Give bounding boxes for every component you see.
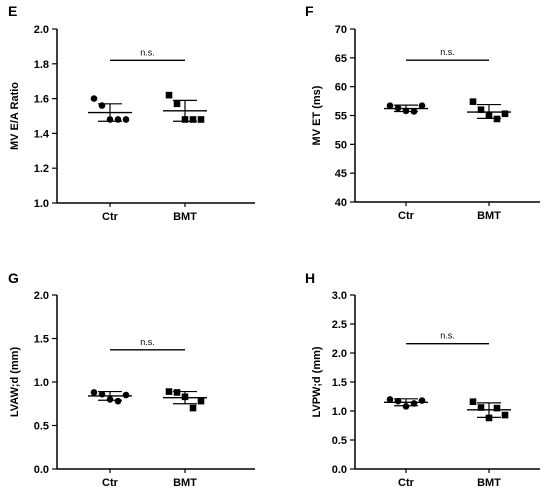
x-category-label: Ctr bbox=[398, 210, 415, 222]
x-category-label: BMT bbox=[173, 211, 197, 223]
data-point-ctr bbox=[386, 102, 394, 109]
panel-e: E 1.0 1.2 1.4 1.6 1.8 2.0 MV E/A Ratio Ctr BMT n.s… bbox=[8, 3, 255, 223]
y-tick-label: 2.0 bbox=[34, 24, 49, 36]
x-category-label: Ctr bbox=[102, 477, 119, 489]
data-point-bmt bbox=[501, 110, 509, 118]
y-axis-label: MV E/A Ratio bbox=[9, 82, 21, 150]
y-tick-label: 0.5 bbox=[34, 421, 49, 433]
data-point-ctr bbox=[90, 389, 98, 396]
x-category-label: Ctr bbox=[102, 211, 119, 223]
y-tick-label: 70 bbox=[335, 24, 347, 36]
data-point-ctr bbox=[114, 397, 122, 405]
y-tick-label: 1.6 bbox=[34, 94, 49, 106]
y-tick-label: 1.0 bbox=[34, 198, 49, 210]
data-point-ctr bbox=[386, 396, 394, 403]
data-point-ctr bbox=[122, 391, 130, 399]
y-tick-label: 45 bbox=[335, 168, 347, 180]
data-point-ctr bbox=[122, 116, 130, 123]
data-point-bmt bbox=[165, 388, 173, 395]
y-tick-label: 1.0 bbox=[34, 377, 49, 389]
data-point-bmt bbox=[469, 398, 477, 406]
y-axis-label: LVAW;d (mm) bbox=[9, 347, 21, 418]
x-category-label: BMT bbox=[477, 477, 501, 489]
data-point-bmt bbox=[173, 389, 181, 396]
significance-label: n.s. bbox=[440, 331, 455, 341]
data-point-bmt bbox=[165, 91, 173, 99]
panel-h: H 0.0 0.5 1.0 1.5 2.0 2.5 3.0 LVPW;d (mm) Ctr BMT n… bbox=[305, 270, 540, 489]
significance-label: n.s. bbox=[140, 47, 155, 57]
x-category-label: Ctr bbox=[398, 477, 415, 489]
panel-letter: F bbox=[305, 3, 314, 19]
data-point-bmt bbox=[469, 98, 477, 105]
panel-letter: E bbox=[8, 3, 17, 19]
y-tick-label: 50 bbox=[335, 139, 347, 151]
x-category-label: BMT bbox=[477, 210, 501, 222]
panel-f: F 40 45 50 55 60 65 70 MV ET (ms) Ctr BMT n.s. bbox=[305, 3, 540, 222]
y-axis-label: LVPW;d (mm) bbox=[311, 346, 323, 417]
y-tick-label: 1.2 bbox=[34, 163, 49, 175]
y-tick-label: 0.5 bbox=[332, 435, 347, 447]
data-point-ctr bbox=[90, 95, 98, 102]
y-tick-label: 0.0 bbox=[332, 464, 347, 476]
y-tick-label: 2.0 bbox=[332, 348, 347, 360]
panel-g: G 0.0 0.5 1.0 1.5 2.0 LVAW;d (mm) Ctr BMT n.s. bbox=[8, 270, 255, 489]
data-point-bmt bbox=[189, 116, 197, 123]
x-category-label: BMT bbox=[173, 477, 197, 489]
data-point-bmt bbox=[173, 100, 181, 108]
data-point-bmt bbox=[197, 397, 205, 405]
y-tick-label: 1.5 bbox=[332, 377, 347, 389]
y-tick-label: 1.4 bbox=[34, 128, 50, 140]
y-tick-label: 60 bbox=[335, 82, 347, 94]
y-tick-label: 1.8 bbox=[34, 59, 49, 71]
y-tick-label: 1.5 bbox=[34, 334, 49, 346]
data-point-bmt bbox=[197, 116, 205, 123]
y-tick-label: 1.0 bbox=[332, 406, 347, 418]
y-tick-label: 40 bbox=[335, 197, 347, 209]
data-point-bmt bbox=[493, 404, 501, 412]
panel-letter: H bbox=[305, 270, 315, 286]
data-point-bmt bbox=[477, 106, 485, 114]
y-tick-label: 0.0 bbox=[34, 464, 49, 476]
y-tick-label: 2.0 bbox=[34, 290, 49, 302]
data-point-bmt bbox=[477, 404, 485, 411]
y-tick-label: 3.0 bbox=[332, 290, 347, 302]
data-point-bmt bbox=[189, 404, 197, 412]
y-tick-label: 2.5 bbox=[332, 319, 347, 331]
data-point-bmt bbox=[501, 411, 509, 419]
y-axis-label: MV ET (ms) bbox=[311, 85, 323, 145]
data-point-ctr bbox=[418, 102, 426, 109]
panel-letter: G bbox=[8, 270, 19, 286]
y-tick-label: 55 bbox=[335, 111, 347, 123]
significance-label: n.s. bbox=[140, 337, 155, 347]
y-tick-label: 65 bbox=[335, 53, 347, 65]
significance-label: n.s. bbox=[440, 47, 455, 57]
